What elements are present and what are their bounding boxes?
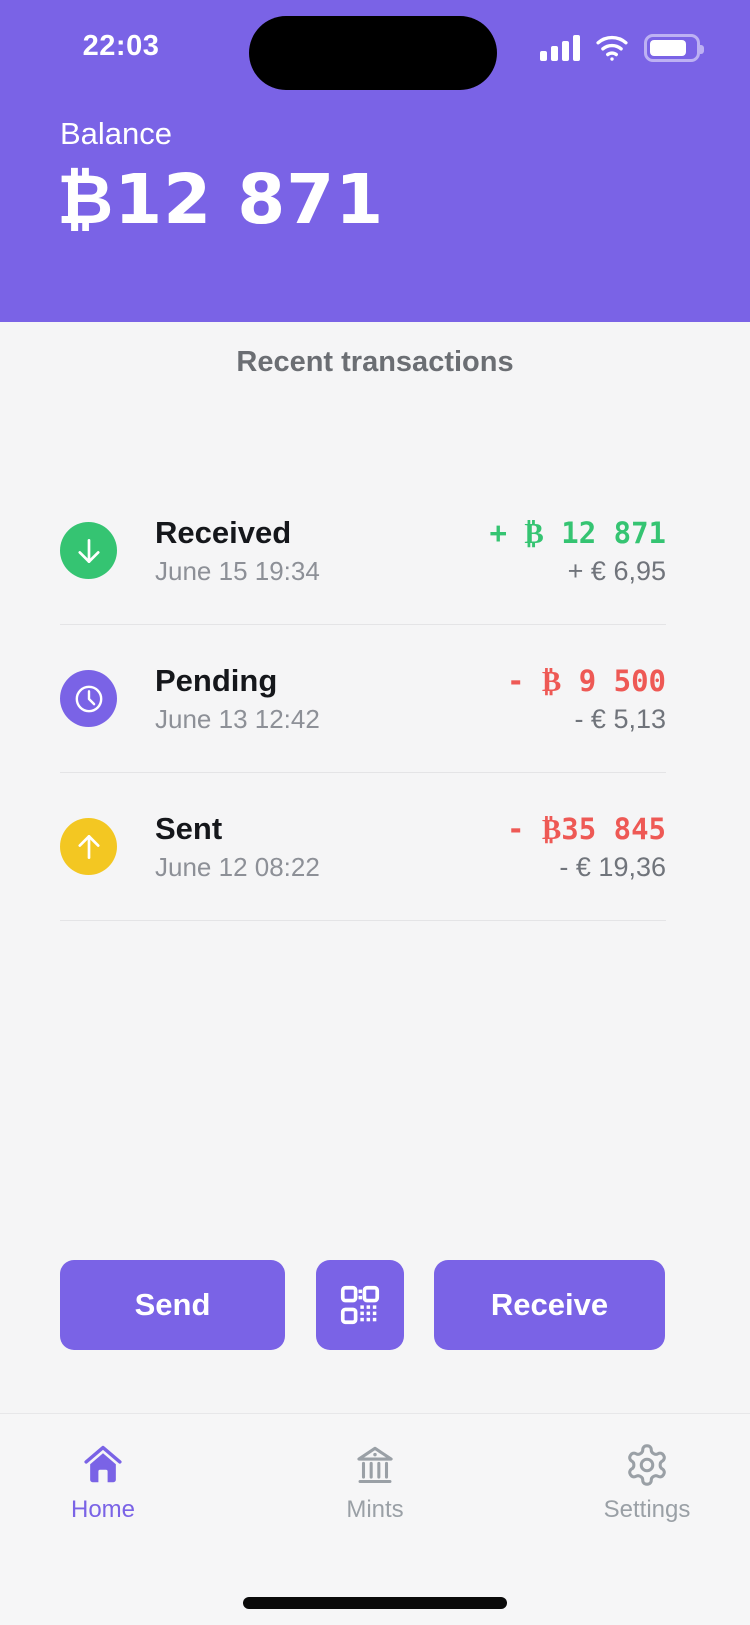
transaction-row[interactable]: Sent June 12 08:22 - ₿35 845 - € 19,36	[60, 773, 666, 921]
dynamic-island	[249, 16, 497, 90]
transaction-row[interactable]: Received June 15 19:34 + ₿ 12 871 + € 6,…	[60, 477, 666, 625]
send-button[interactable]: Send	[60, 1260, 285, 1350]
home-indicator[interactable]	[243, 1597, 507, 1609]
balance-amount: ₿12 871	[57, 160, 385, 240]
arrow-down-icon	[60, 522, 117, 579]
nav-item-home[interactable]: Home	[48, 1442, 158, 1625]
qr-scan-icon	[338, 1283, 382, 1327]
nav-item-label: Settings	[603, 1496, 691, 1523]
transaction-row[interactable]: Pending June 13 12:42 - ₿ 9 500 - € 5,13	[60, 625, 666, 773]
transaction-amount-fiat: - € 5,13	[574, 703, 666, 734]
bank-icon	[352, 1442, 398, 1488]
transaction-list: Received June 15 19:34 + ₿ 12 871 + € 6,…	[0, 477, 750, 921]
battery-nub	[700, 45, 704, 54]
transaction-amount-btc: - ₿ 9 500	[506, 663, 666, 698]
status-time: 22:03	[82, 30, 160, 62]
transaction-amount-fiat: - € 19,36	[559, 851, 666, 882]
nav-item-label: Mints	[346, 1496, 404, 1523]
home-icon	[80, 1442, 126, 1488]
transaction-type-label: Received	[155, 514, 292, 550]
transaction-date: June 12 08:22	[155, 851, 320, 882]
transaction-type-label: Sent	[155, 810, 223, 846]
battery-fill	[650, 40, 686, 56]
transaction-amount-btc: + ₿ 12 871	[489, 515, 666, 550]
nav-item-mints[interactable]: Mints	[320, 1442, 430, 1625]
battery-icon	[644, 34, 704, 62]
transaction-date: June 13 12:42	[155, 703, 320, 734]
bottom-nav: Home Mints Settings	[0, 1413, 750, 1625]
scan-button[interactable]	[315, 1260, 404, 1350]
transaction-type-label: Pending	[155, 662, 278, 698]
transaction-amount-btc: - ₿35 845	[506, 811, 666, 846]
balance-header: 22:03 Balance ₿12 871	[0, 0, 750, 322]
arrow-up-icon	[60, 818, 117, 875]
action-buttons: Send Receive	[0, 1260, 750, 1350]
status-icons	[540, 31, 704, 65]
gear-icon	[624, 1442, 670, 1488]
wifi-icon	[596, 35, 628, 61]
recent-transactions-heading: Recent transactions	[236, 346, 514, 378]
status-bar: 22:03	[0, 0, 750, 100]
signal-icon	[540, 35, 580, 61]
nav-item-label: Home	[70, 1496, 136, 1523]
transaction-amount-fiat: + € 6,95	[567, 555, 666, 586]
balance-label: Balance	[60, 116, 173, 151]
transaction-date: June 15 19:34	[155, 555, 320, 586]
nav-item-settings[interactable]: Settings	[592, 1442, 702, 1625]
receive-button[interactable]: Receive	[434, 1260, 665, 1350]
clock-icon	[60, 670, 117, 727]
